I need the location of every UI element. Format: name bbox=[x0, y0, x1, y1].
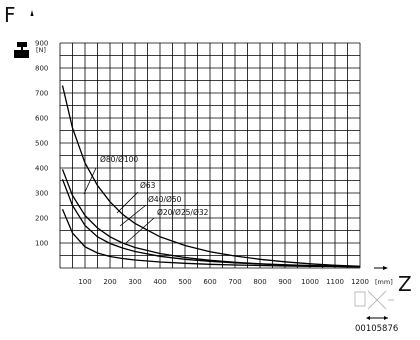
y-tick-label: 400 bbox=[35, 165, 48, 173]
y-tick-label: 600 bbox=[35, 115, 48, 123]
x-tick-label: 400 bbox=[153, 278, 166, 286]
curve-leader-line bbox=[125, 217, 155, 244]
x-tick-label: 100 bbox=[78, 278, 91, 286]
curve-label: Ø63 bbox=[140, 181, 156, 190]
curve-leader-line bbox=[83, 167, 97, 195]
y-tick-labels: 100 200 300 400 500 600 700 800 900 bbox=[35, 40, 48, 248]
chart-grid bbox=[59, 42, 361, 269]
x-tick-label: 700 bbox=[228, 278, 241, 286]
x-tick-label: 800 bbox=[253, 278, 266, 286]
curve-label: Ø20/Ø25/Ø32 bbox=[157, 208, 209, 217]
x-tick-label: 300 bbox=[128, 278, 141, 286]
chart-curves bbox=[61, 85, 361, 268]
x-axis-letter: Z bbox=[398, 272, 412, 296]
stroke-schematic-icon bbox=[354, 290, 394, 310]
y-tick-label: 900 bbox=[35, 40, 48, 48]
y-tick-label: 700 bbox=[35, 90, 48, 98]
y-tick-label: 800 bbox=[35, 65, 48, 73]
image-code: 00105876 bbox=[355, 324, 398, 334]
y-tick-label: 500 bbox=[35, 140, 48, 148]
y-tick-label: 200 bbox=[35, 215, 48, 223]
x-tick-label: 600 bbox=[203, 278, 216, 286]
x-tick-label: 900 bbox=[278, 278, 291, 286]
series-line-2 bbox=[61, 179, 361, 268]
series-line-0 bbox=[61, 85, 361, 267]
y-axis-letter: F bbox=[4, 3, 16, 27]
curve-label: Ø80/Ø100 bbox=[100, 155, 138, 164]
curve-labels: Ø80/Ø100 Ø63 Ø40/Ø50 Ø20/Ø25/Ø32 bbox=[83, 155, 209, 244]
x-axis-unit: [mm] bbox=[375, 278, 393, 286]
weight-icon bbox=[14, 42, 29, 58]
curve-label: Ø40/Ø50 bbox=[148, 195, 182, 204]
x-tick-labels: 100 200 300 400 500 600 700 800 900 1000 1100 1200 bbox=[78, 278, 369, 286]
x-axis-arrowhead-icon bbox=[383, 266, 388, 270]
y-tick-label: 300 bbox=[35, 190, 48, 198]
x-tick-label: 1000 bbox=[301, 278, 319, 286]
x-tick-label: 200 bbox=[103, 278, 116, 286]
x-tick-label: 1100 bbox=[326, 278, 344, 286]
y-tick-label: 100 bbox=[35, 240, 48, 248]
y-axis-unit: [N] bbox=[36, 46, 46, 54]
curve-leader-line bbox=[119, 204, 147, 227]
curve-leader-line bbox=[116, 191, 139, 214]
x-tick-label: 1200 bbox=[351, 278, 369, 286]
series-line-3 bbox=[61, 209, 361, 268]
x-tick-label: 500 bbox=[178, 278, 191, 286]
y-axis-arrow-icon bbox=[30, 10, 34, 16]
stroke-direction-icon bbox=[366, 316, 388, 320]
